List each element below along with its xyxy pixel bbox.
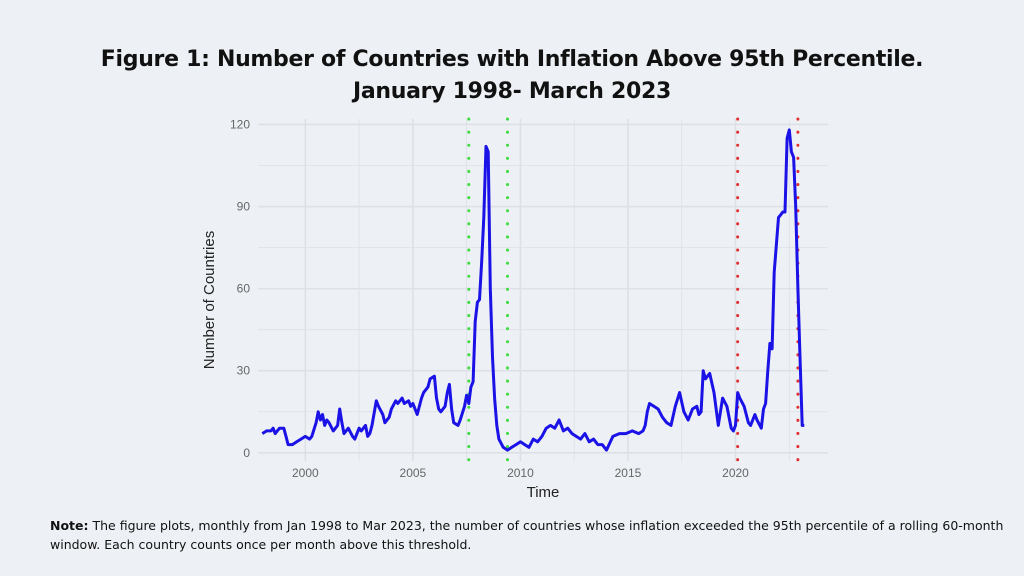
x-tick-label: 2005 — [400, 466, 427, 480]
y-axis-title: Number of Countries — [201, 231, 218, 369]
y-tick-label: 90 — [237, 200, 251, 214]
note-text: The figure plots, monthly from Jan 1998 … — [50, 518, 1004, 552]
y-tick-label: 60 — [237, 282, 251, 296]
x-tick-label: 2015 — [615, 466, 642, 480]
x-axis-title: Time — [527, 484, 560, 501]
event-markers — [467, 117, 800, 463]
note-label: Note: — [50, 518, 89, 533]
x-tick-label: 2010 — [507, 466, 534, 480]
y-tick-label: 30 — [237, 364, 251, 378]
y-tick-label: 0 — [243, 446, 250, 460]
chart-title: Figure 1: Number of Countries with Infla… — [0, 44, 1024, 108]
x-tick-label: 2000 — [292, 466, 319, 480]
y-tick-label: 120 — [230, 117, 250, 131]
grid — [258, 119, 828, 461]
series — [261, 128, 805, 452]
series-line — [261, 128, 805, 452]
chart-title-line-1: Figure 1: Number of Countries with Infla… — [100, 47, 924, 72]
tick-labels: 0 30 60 90 120 2000 2005 2010 2015 2020 — [230, 117, 749, 480]
x-tick-label: 2020 — [722, 466, 749, 480]
chart-title-line-2: January 1998- March 2023 — [352, 79, 672, 104]
chart-note: Note: The figure plots, monthly from Jan… — [50, 516, 1010, 554]
